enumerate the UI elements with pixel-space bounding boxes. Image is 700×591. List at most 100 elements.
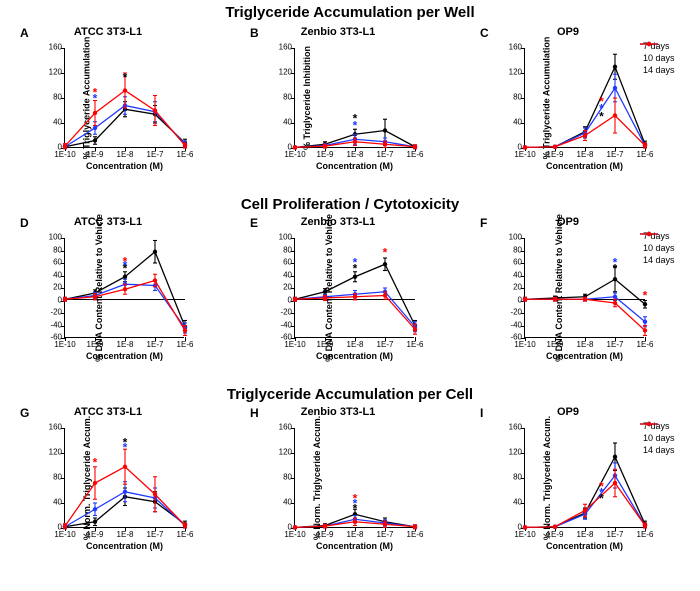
ytick-label: 100 [279, 233, 292, 242]
x-axis-label: Concentration (M) [525, 351, 644, 361]
ytick-label: 120 [509, 448, 522, 457]
panel-G: GATCC 3T3-L1040801201601E-101E-91E-81E-7… [18, 408, 198, 558]
section-title-2: Triglyceride Accumulation per Cell [0, 386, 700, 403]
xtick-label: 1E-6 [407, 530, 424, 539]
xtick-label: 1E-8 [117, 340, 134, 349]
ytick-label: 40 [283, 118, 292, 127]
xtick-label: 1E-10 [284, 530, 305, 539]
ytick-label: 120 [49, 448, 62, 457]
ytick-label: 80 [283, 473, 292, 482]
series-svg [525, 48, 645, 148]
series-svg [525, 238, 645, 338]
significance-marker: * [599, 496, 604, 503]
ytick-label: 0 [518, 295, 522, 304]
plot-area: 040801201601E-101E-91E-81E-71E-6% Trigly… [294, 48, 414, 148]
ytick-label: 160 [279, 43, 292, 52]
series-svg [295, 238, 415, 338]
x-axis-label: Concentration (M) [525, 541, 644, 551]
ytick-label: 20 [283, 283, 292, 292]
ytick-label: 160 [509, 423, 522, 432]
ytick-label: 160 [509, 43, 522, 52]
xtick-label: 1E-7 [147, 150, 164, 159]
significance-marker: * [93, 96, 98, 103]
x-axis-label: Concentration (M) [65, 541, 184, 551]
xtick-label: 1E-8 [117, 530, 134, 539]
xtick-label: 1E-6 [637, 530, 654, 539]
xtick-label: 1E-7 [147, 340, 164, 349]
panel-title: ATCC 3T3-L1 [18, 26, 198, 38]
panel-E: EZenbio 3T3-L1-60-40-200204060801001E-10… [248, 218, 428, 368]
xtick-label: 1E-10 [514, 340, 535, 349]
plot-area: 040801201601E-101E-91E-81E-71E-6% Trigly… [64, 48, 184, 148]
series-svg [65, 238, 185, 338]
plot-area: 040801201601E-101E-91E-81E-71E-6% Norm. … [64, 428, 184, 528]
ytick-label: 160 [279, 423, 292, 432]
panel-H: HZenbio 3T3-L1040801201601E-101E-91E-81E… [248, 408, 428, 558]
panel-A: AATCC 3T3-L1040801201601E-101E-91E-81E-7… [18, 28, 198, 178]
ytick-label: 160 [49, 43, 62, 52]
plot-area: -60-40-200204060801001E-101E-91E-81E-71E… [294, 238, 414, 338]
significance-marker: * [353, 506, 358, 513]
x-axis-label: Concentration (M) [65, 161, 184, 171]
xtick-label: 1E-10 [54, 150, 75, 159]
plot-area: -60-40-200204060801001E-101E-91E-81E-71E… [524, 238, 644, 338]
xtick-label: 1E-10 [284, 340, 305, 349]
ytick-label: 0 [288, 295, 292, 304]
panel-title: OP9 [478, 406, 658, 418]
plot-area: 040801201601E-101E-91E-81E-71E-6% Norm. … [294, 428, 414, 528]
xtick-label: 1E-7 [607, 530, 624, 539]
significance-marker: * [353, 266, 358, 273]
ytick-label: 80 [53, 245, 62, 254]
ytick-label: -20 [510, 308, 522, 317]
xtick-label: 1E-7 [377, 340, 394, 349]
x-axis-label: Concentration (M) [525, 161, 644, 171]
xtick-label: 1E-6 [177, 530, 194, 539]
plot-area: 040801201601E-101E-91E-81E-71E-6% Norm. … [524, 428, 644, 528]
ytick-label: 20 [513, 283, 522, 292]
xtick-label: 1E-6 [637, 340, 654, 349]
section-title-1: Cell Proliferation / Cytotoxicity [0, 196, 700, 213]
panel-title: Zenbio 3T3-L1 [248, 216, 428, 228]
xtick-label: 1E-10 [284, 150, 305, 159]
xtick-label: 1E-10 [54, 340, 75, 349]
ytick-label: -20 [50, 308, 62, 317]
panel-title: OP9 [478, 216, 658, 228]
xtick-label: 1E-8 [347, 340, 364, 349]
xtick-label: 1E-7 [377, 530, 394, 539]
ytick-label: 80 [513, 93, 522, 102]
series-svg [65, 48, 185, 148]
significance-marker: * [353, 122, 358, 129]
significance-marker: * [93, 460, 98, 467]
panel-I: IOP9040801201601E-101E-91E-81E-71E-6% No… [478, 408, 658, 558]
panel-C: COP9040801201601E-101E-91E-81E-71E-6% Tr… [478, 28, 658, 178]
ytick-label: 60 [513, 258, 522, 267]
ytick-label: 80 [53, 93, 62, 102]
ytick-label: -40 [510, 320, 522, 329]
section-title-0: Triglyceride Accumulation per Well [0, 4, 700, 21]
panel-title: Zenbio 3T3-L1 [248, 406, 428, 418]
plot-area: 040801201601E-101E-91E-81E-71E-6% Trigly… [524, 48, 644, 148]
ytick-label: 60 [53, 258, 62, 267]
significance-marker: * [599, 113, 604, 120]
ytick-label: 120 [279, 68, 292, 77]
ytick-label: 40 [53, 118, 62, 127]
ytick-label: -40 [280, 320, 292, 329]
x-axis-label: Concentration (M) [295, 351, 414, 361]
xtick-label: 1E-8 [577, 340, 594, 349]
xtick-label: 1E-6 [407, 340, 424, 349]
ytick-label: 60 [283, 258, 292, 267]
significance-marker: * [643, 292, 648, 299]
xtick-label: 1E-10 [514, 150, 535, 159]
ytick-label: 40 [513, 498, 522, 507]
xtick-label: 1E-10 [514, 530, 535, 539]
ytick-label: 40 [283, 270, 292, 279]
ytick-label: 80 [53, 473, 62, 482]
xtick-label: 1E-8 [577, 150, 594, 159]
significance-marker: * [123, 440, 128, 447]
xtick-label: 1E-6 [637, 150, 654, 159]
ytick-label: -40 [50, 320, 62, 329]
ytick-label: 40 [283, 498, 292, 507]
ytick-label: 120 [509, 68, 522, 77]
ytick-label: 40 [513, 270, 522, 279]
panel-B: BZenbio 3T3-L1040801201601E-101E-91E-81E… [248, 28, 428, 178]
